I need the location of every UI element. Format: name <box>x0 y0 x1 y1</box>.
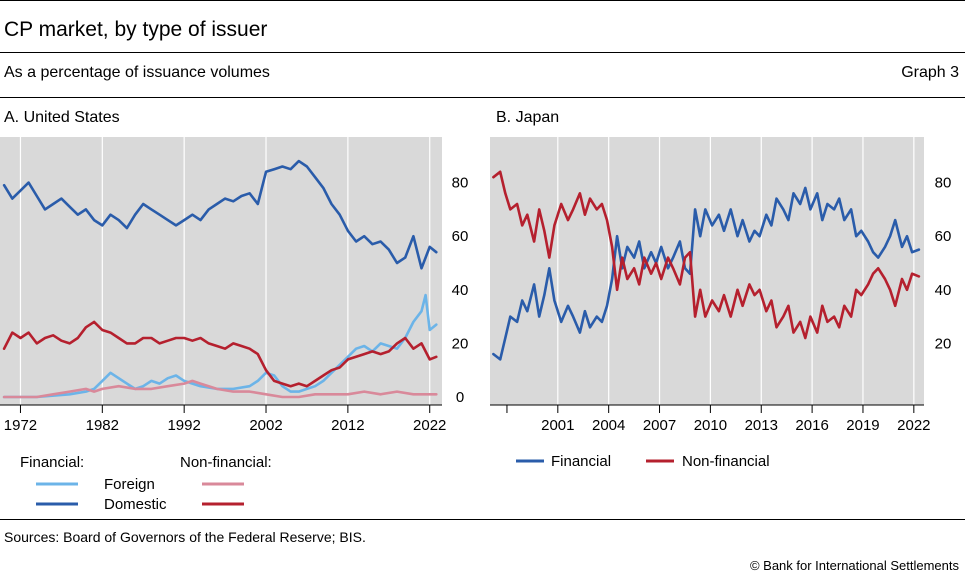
legend-label-foreign: Foreign <box>104 476 155 493</box>
x-tick-label-1972: 1972 <box>4 417 37 434</box>
x-tick-label-2013: 2013 <box>745 417 778 434</box>
y-tick-label-60: 60 <box>935 228 952 245</box>
legend-japan: Financial Non-financial <box>516 453 770 470</box>
plot-area <box>490 137 924 405</box>
series-line-non-financial <box>492 170 921 340</box>
x-tick-label-2022: 2022 <box>897 417 930 434</box>
series-line-financial-foreign <box>2 293 438 399</box>
panel-b-title: B. Japan <box>496 109 560 126</box>
top-rule <box>0 0 965 1</box>
page-title: CP market, by type of issuer <box>4 18 268 41</box>
y-tick-label-40: 40 <box>452 282 469 299</box>
graph-label: Graph 3 <box>901 64 959 81</box>
legend-group-non-financial: Non-financial: <box>180 454 272 471</box>
series-line-financial-domestic <box>2 159 438 270</box>
legend-us: Financial: Non-financial: Foreign Domestic <box>20 454 272 513</box>
x-tick-label-2004: 2004 <box>592 417 625 434</box>
copyright-note: © Bank for International Settlements <box>749 558 959 573</box>
series-line-non-financial-foreign <box>2 379 438 399</box>
x-tick-label-2016: 2016 <box>795 417 828 434</box>
y-tick-label-0: 0 <box>456 389 464 406</box>
y-tick-label-20: 20 <box>935 335 952 352</box>
title-rule <box>0 52 965 53</box>
x-tick-label-1992: 1992 <box>167 417 200 434</box>
x-tick-label-2019: 2019 <box>846 417 879 434</box>
legend-label-non-financial: Non-financial <box>682 453 770 470</box>
plot-area <box>0 137 442 405</box>
x-tick-label-2022: 2022 <box>413 417 446 434</box>
subtitle-rule <box>0 97 965 98</box>
legend-label-financial: Financial <box>551 453 611 470</box>
panel-b-japan-chart: 2001 2004 2007 2010 2013 2016 2019 2022 20 40 60 80 <box>490 137 951 434</box>
y-tick-label-80: 80 <box>935 175 952 192</box>
legend-label-domestic: Domestic <box>104 496 167 513</box>
y-tick-label-20: 20 <box>452 335 469 352</box>
x-tick-label-2007: 2007 <box>643 417 676 434</box>
y-tick-label-80: 80 <box>452 175 469 192</box>
x-tick-label-1982: 1982 <box>86 417 119 434</box>
legend-group-financial: Financial: <box>20 454 84 471</box>
sources-note: Sources: Board of Governors of the Feder… <box>4 529 366 545</box>
x-tick-label-2010: 2010 <box>694 417 727 434</box>
y-tick-label-60: 60 <box>452 228 469 245</box>
sources-rule <box>0 519 965 520</box>
series-line-non-financial-domestic <box>2 320 438 388</box>
y-tick-label-40: 40 <box>935 282 952 299</box>
panel-a-title: A. United States <box>4 109 120 126</box>
x-tick-label-2002: 2002 <box>249 417 282 434</box>
panel-a-us-chart: 1972 1982 1992 2002 2012 2022 0 20 40 60 80 <box>0 137 468 434</box>
subtitle: As a percentage of issuance volumes <box>4 64 270 81</box>
series-line-financial <box>492 186 921 361</box>
x-tick-label-2001: 2001 <box>541 417 574 434</box>
x-tick-label-2012: 2012 <box>331 417 364 434</box>
